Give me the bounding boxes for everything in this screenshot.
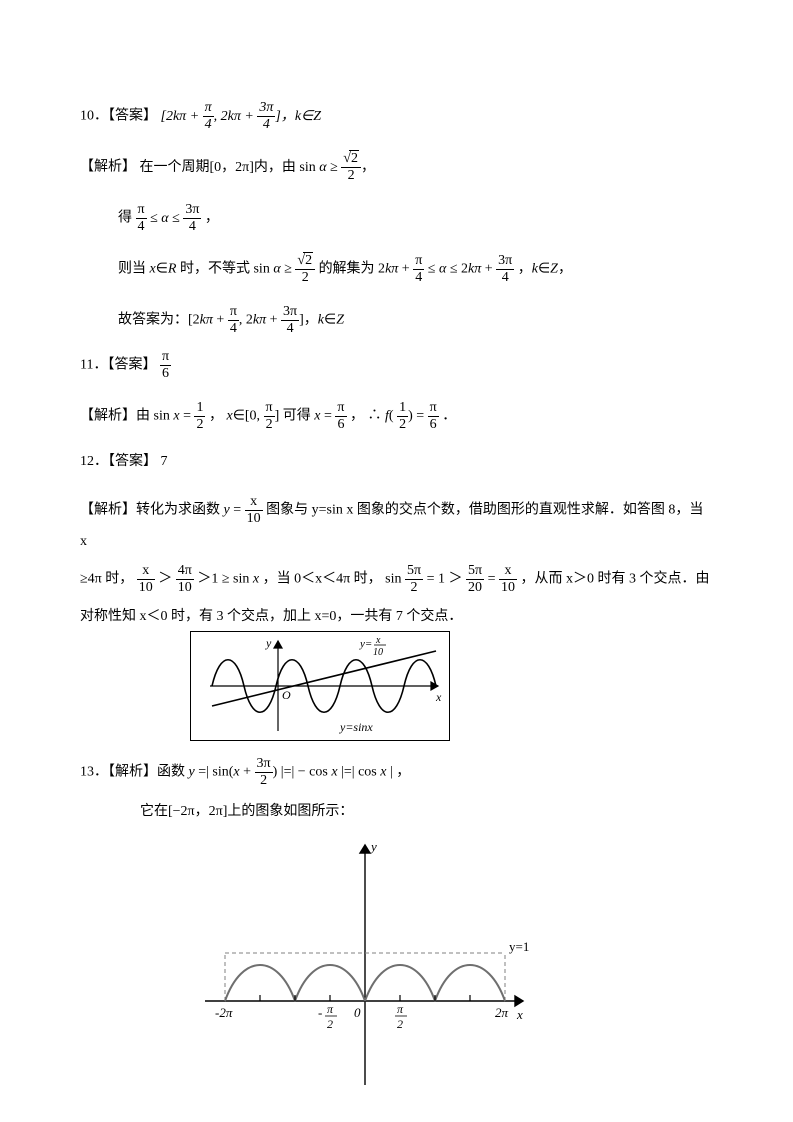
- q10-a-l1-text: 在一个周期[0，2π]内，由 sin α ≥ 22，: [140, 160, 375, 175]
- q10-analysis-l4: 故答案为：[2kπ + π4, 2kπ + 3π4]，k∈Z: [80, 304, 713, 337]
- figure-origin-label: O: [282, 688, 291, 702]
- q10-answer: 10．【答案】 [2kπ + π4, 2kπ + 3π4]，k∈Z: [80, 100, 713, 133]
- figure2-origin-label: 0: [354, 1005, 361, 1020]
- svg-text:y=: y=: [359, 638, 372, 650]
- q13-figure: -2π - π 2 0 π 2 2π x y y=1: [195, 833, 535, 1098]
- q10-answer-prefix: 10．【答案】: [80, 109, 157, 124]
- figure2-y1-label: y=1: [509, 939, 529, 954]
- svg-text:-: -: [318, 1005, 322, 1020]
- svg-text:π: π: [397, 1002, 404, 1016]
- svg-text:x: x: [375, 635, 381, 646]
- svg-text:2π: 2π: [495, 1005, 509, 1020]
- svg-text:10: 10: [373, 647, 383, 658]
- q12-answer-value: 7: [161, 454, 168, 469]
- q13-analysis-l1: 13．【解析】函数 y =| sin(x + 3π2) |=| − cos x …: [80, 756, 713, 789]
- svg-text:2: 2: [327, 1017, 333, 1031]
- q12-analysis-l1: 【解析】转化为求函数 y = x10 图象与 y=sin x 图象的交点个数，借…: [80, 494, 713, 556]
- figure2-y-label: y: [369, 839, 377, 854]
- q12-analysis-l3: 对称性知 x＜0 时，有 3 个交点，加上 x=0，一共有 7 个交点．: [80, 602, 713, 631]
- q10-analysis-l3: 则当 x∈R 时，不等式 sin α ≥ 22 的解集为 2kπ + π4 ≤ …: [80, 253, 713, 286]
- figure-x-label: x: [435, 690, 442, 704]
- q11-answer-math: π6: [160, 349, 171, 382]
- q12-answer: 12．【答案】 7: [80, 447, 713, 476]
- figure-y-label: y: [265, 636, 272, 650]
- q10-a-l2-suffix: ，: [205, 211, 219, 226]
- q12-answer-prefix: 12．【答案】: [80, 454, 157, 469]
- q10-analysis-l2: 得 π4 ≤ α ≤ 3π4 ，: [80, 202, 713, 235]
- q11-answer: 11．【答案】 π6: [80, 349, 713, 382]
- q10-answer-math: [2kπ + π4, 2kπ + 3π4]，k∈Z: [161, 109, 322, 124]
- figure-curve-label: y=sinx: [339, 720, 373, 734]
- q11-analysis: 【解析】由 sin x = 12 ， x∈[0, π2] 可得 x = π6 ，…: [80, 400, 713, 433]
- q10-analysis-l1: 【解析】 在一个周期[0，2π]内，由 sin α ≥ 22，: [80, 151, 713, 184]
- svg-text:-2π: -2π: [215, 1005, 233, 1020]
- q10-a-l2-math: π4 ≤ α ≤ 3π4: [136, 211, 205, 226]
- analysis-label: 【解析】: [80, 160, 136, 175]
- svg-text:π: π: [327, 1002, 334, 1016]
- q11-answer-prefix: 11．【答案】: [80, 358, 156, 373]
- q10-a-l2-prefix: 得: [118, 211, 136, 226]
- q12-figure: O x y y= x 10 y=sinx: [190, 631, 450, 746]
- svg-text:2: 2: [397, 1017, 403, 1031]
- q12-analysis-l2: ≥4π 时， x10 ＞ 4π10 ＞1 ≥ sin x ，当 0＜x＜4π 时…: [80, 563, 713, 596]
- figure2-x-label: x: [516, 1007, 523, 1022]
- q13-analysis-l2: 它在[−2π，2π]上的图象如图所示：: [80, 797, 713, 826]
